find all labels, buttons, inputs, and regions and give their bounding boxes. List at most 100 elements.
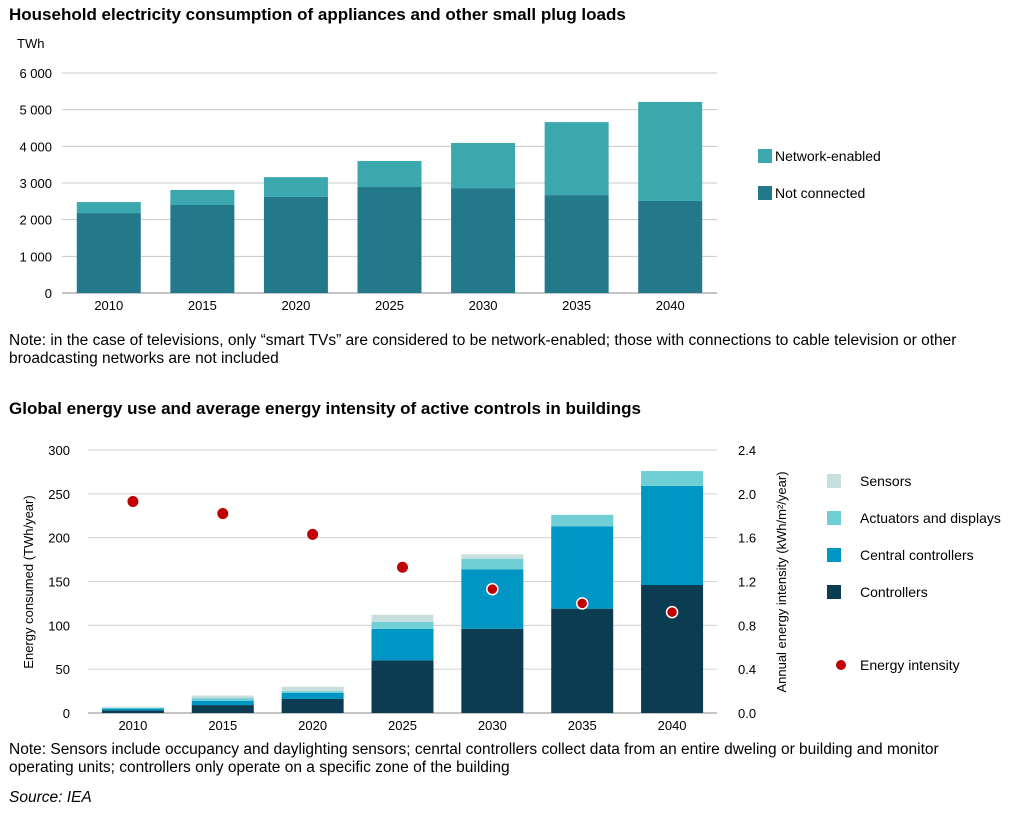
bar-actuators-and-displays	[551, 514, 614, 527]
bar-not-connected	[638, 200, 703, 293]
chart2-title: Global energy use and average energy int…	[9, 399, 641, 418]
legend-label: Not connected	[775, 185, 865, 201]
y2-axis-label: Annual energy intensity (kWh/m²/year)	[774, 471, 789, 692]
chart1-note: Note: in the case of televisions, only “…	[9, 332, 957, 367]
energy-intensity-point	[665, 605, 679, 619]
bar-network-enabled	[76, 202, 141, 214]
legend-swatch	[827, 585, 841, 599]
chart1-ylabel: TWh	[17, 36, 45, 51]
bar-central-controllers	[551, 526, 614, 609]
legend-label: Controllers	[860, 584, 928, 600]
energy-intensity-point	[217, 508, 229, 520]
bar-central-controllers	[371, 628, 434, 661]
bar-not-connected	[263, 196, 328, 293]
legend-label: Energy intensity	[860, 657, 960, 673]
y-axis-label: Energy consumed (TWh/year)	[21, 495, 36, 668]
y-tick-label: 300	[48, 443, 70, 458]
bar-network-enabled	[451, 143, 516, 189]
y-tick-label: 5 000	[19, 103, 52, 118]
bar-network-enabled	[357, 161, 422, 188]
bar-not-connected	[170, 205, 235, 293]
chart1-title: Household electricity consumption of app…	[9, 5, 626, 24]
bar-controllers	[641, 585, 704, 713]
bar-sensors	[101, 706, 164, 708]
bar-central-controllers	[281, 692, 344, 699]
energy-intensity-point	[486, 582, 499, 596]
y2-tick-label: 1.2	[738, 575, 756, 590]
y-tick-label: 6 000	[19, 66, 52, 81]
x-tick-label: 2010	[118, 718, 147, 733]
y-tick-label: 1 000	[19, 249, 52, 264]
energy-intensity-point	[397, 561, 408, 573]
bar-controllers	[461, 628, 524, 713]
x-tick-label: 2025	[375, 298, 404, 313]
y-tick-label: 100	[48, 618, 70, 633]
x-tick-label: 2035	[562, 298, 591, 313]
bar-actuators-and-displays	[461, 558, 524, 570]
bar-controllers	[371, 660, 434, 713]
y-tick-label: 2 000	[19, 213, 52, 228]
bar-network-enabled	[638, 101, 703, 201]
legend-swatch	[827, 511, 841, 525]
legend-swatch	[758, 149, 772, 163]
bar-sensors	[371, 614, 434, 622]
bar-actuators-and-displays	[101, 707, 164, 709]
y2-tick-label: 2.4	[738, 443, 756, 458]
x-tick-label: 2040	[656, 298, 685, 313]
bar-network-enabled	[544, 122, 609, 196]
bar-sensors	[461, 554, 524, 559]
legend-swatch	[758, 186, 772, 200]
x-tick-label: 2020	[298, 718, 327, 733]
bar-central-controllers	[641, 485, 704, 586]
bar-actuators-and-displays	[641, 471, 704, 486]
energy-intensity-point	[307, 528, 319, 540]
bar-actuators-and-displays	[281, 691, 344, 693]
bar-not-connected	[544, 195, 609, 293]
y-tick-label: 50	[56, 662, 70, 677]
bar-not-connected	[76, 213, 141, 293]
legend-swatch	[827, 548, 841, 562]
y2-tick-label: 0.0	[738, 706, 756, 721]
bar-actuators-and-displays	[371, 621, 434, 629]
legend-label: Sensors	[860, 473, 911, 489]
bar-network-enabled	[263, 177, 328, 197]
energy-intensity-point	[127, 496, 139, 508]
y2-tick-label: 2.0	[738, 487, 756, 502]
y-tick-label: 150	[48, 575, 70, 590]
bar-central-controllers	[101, 708, 164, 711]
legend-label: Network-enabled	[775, 148, 881, 164]
bar-central-controllers	[461, 569, 524, 629]
y-tick-label: 3 000	[19, 176, 52, 191]
bar-controllers	[281, 698, 344, 713]
x-tick-label: 2020	[281, 298, 310, 313]
y2-tick-label: 0.8	[738, 618, 756, 633]
bar-controllers	[191, 705, 254, 713]
x-tick-label: 2015	[208, 718, 237, 733]
bar-central-controllers	[191, 700, 254, 706]
legend-swatch	[827, 474, 841, 488]
x-tick-label: 2040	[658, 718, 687, 733]
source: Source: IEA	[9, 789, 92, 806]
y-tick-label: 200	[48, 531, 70, 546]
bar-not-connected	[451, 188, 516, 293]
energy-intensity-point	[575, 597, 589, 610]
y-tick-label: 4 000	[19, 139, 52, 154]
bar-controllers	[101, 710, 164, 713]
bar-not-connected	[357, 187, 422, 293]
y-tick-label: 0	[63, 706, 70, 721]
y-tick-label: 0	[45, 286, 52, 301]
bar-controllers	[551, 608, 614, 713]
legend-label: Actuators and displays	[860, 510, 1001, 526]
x-tick-label: 2015	[188, 298, 217, 313]
x-tick-label: 2030	[469, 298, 498, 313]
y2-tick-label: 1.6	[738, 531, 756, 546]
bar-sensors	[281, 686, 344, 692]
bar-actuators-and-displays	[191, 698, 254, 701]
chart2-note: Note: Sensors include occupancy and dayl…	[9, 741, 939, 776]
legend-label: Central controllers	[860, 547, 974, 563]
x-tick-label: 2035	[568, 718, 597, 733]
x-tick-label: 2025	[388, 718, 417, 733]
x-tick-label: 2010	[94, 298, 123, 313]
y2-tick-label: 0.4	[738, 662, 756, 677]
